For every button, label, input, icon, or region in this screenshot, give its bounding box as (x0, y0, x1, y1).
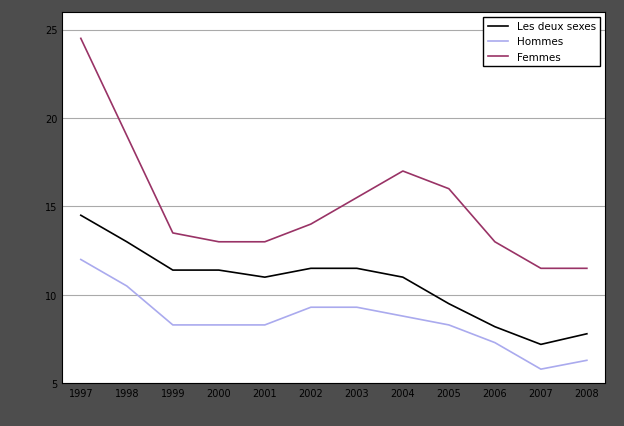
Femmes (353, 196, 361, 201)
Les deux sexes (353, 266, 361, 271)
Les deux sexes (445, 302, 452, 307)
Hommes (491, 340, 499, 345)
Les deux sexes (491, 324, 499, 329)
Les deux sexes (399, 275, 407, 280)
Les deux sexes (261, 275, 268, 280)
Les deux sexes (123, 240, 130, 245)
Femmes (583, 266, 591, 271)
Hommes (77, 257, 84, 262)
Hommes (445, 322, 452, 328)
Les deux sexes (169, 268, 177, 273)
Line: Les deux sexes: Les deux sexes (80, 216, 587, 345)
Femmes (491, 240, 499, 245)
Les deux sexes (77, 213, 84, 218)
Hommes (215, 322, 223, 328)
Femmes (123, 134, 130, 139)
Femmes (215, 240, 223, 245)
Femmes (307, 222, 314, 227)
Hommes (261, 322, 268, 328)
Hommes (307, 305, 314, 310)
Hommes (169, 322, 177, 328)
Femmes (169, 231, 177, 236)
Hommes (353, 305, 361, 310)
Femmes (261, 240, 268, 245)
Hommes (399, 314, 407, 319)
Les deux sexes (215, 268, 223, 273)
Les deux sexes (537, 342, 545, 347)
Femmes (399, 169, 407, 174)
Femmes (77, 37, 84, 42)
Hommes (537, 367, 545, 372)
Line: Hommes: Hommes (80, 260, 587, 369)
Line: Femmes: Femmes (80, 39, 587, 269)
Femmes (445, 187, 452, 192)
Hommes (123, 284, 130, 289)
Les deux sexes (583, 331, 591, 337)
Legend: Les deux sexes, Hommes, Femmes: Les deux sexes, Hommes, Femmes (484, 18, 600, 66)
Hommes (583, 358, 591, 363)
Femmes (537, 266, 545, 271)
Les deux sexes (307, 266, 314, 271)
